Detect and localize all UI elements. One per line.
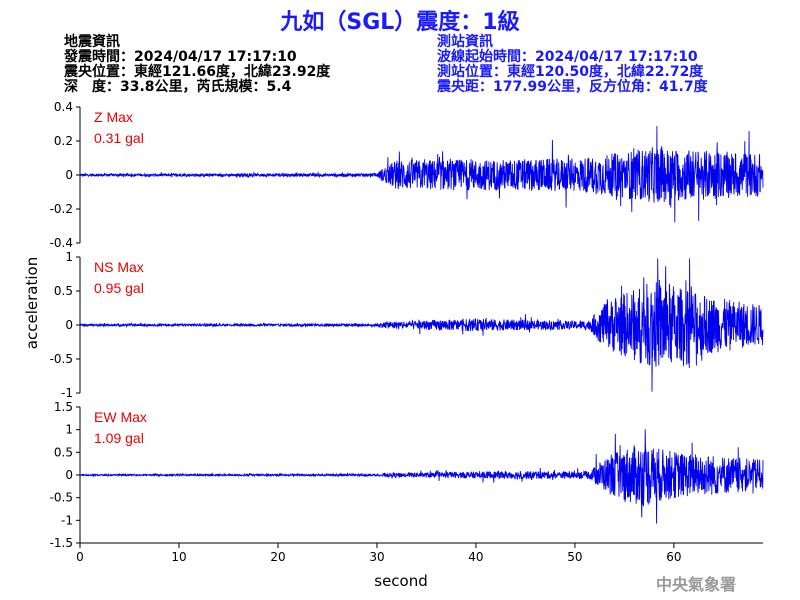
y-tick-label: 1 bbox=[65, 250, 73, 264]
x-tick-label: 40 bbox=[468, 550, 483, 564]
depth-magnitude: 深 度：33.8公里，芮氏規模：5.4 bbox=[64, 79, 292, 95]
station-location: 測站位置：東經120.50度，北緯22.72度 bbox=[437, 64, 704, 80]
y-tick-label: 0.5 bbox=[54, 445, 73, 459]
x-tick-label: 10 bbox=[171, 550, 186, 564]
epicentral-distance: 震央距：177.99公里，反方位角：41.7度 bbox=[437, 79, 708, 95]
max-label-ew: EW Max bbox=[94, 409, 147, 425]
y-tick-label: 0 bbox=[65, 318, 73, 332]
x-tick-label: 30 bbox=[369, 550, 384, 564]
max-label-ns: NS Max bbox=[94, 259, 144, 275]
earthquake-info-heading: 地震資訊 bbox=[64, 34, 120, 50]
trace-ew bbox=[79, 429, 764, 524]
y-tick-label: 1 bbox=[65, 423, 73, 437]
y-tick-label: -0.5 bbox=[50, 352, 73, 366]
y-tick-label: 1.5 bbox=[54, 400, 73, 414]
wave-start-time: 波線起始時間：2024/04/17 17:17:10 bbox=[437, 49, 698, 65]
y-tick-label: -1.5 bbox=[50, 536, 73, 550]
epicenter: 震央位置：東經121.66度，北緯23.92度 bbox=[64, 64, 331, 80]
y-axis-label: acceleration bbox=[23, 257, 41, 349]
y-tick-label: 0.5 bbox=[54, 284, 73, 298]
y-tick-label: 0 bbox=[65, 168, 73, 182]
x-tick-label: 50 bbox=[567, 550, 582, 564]
earthquake-info: 地震資訊 發震時間：2024/04/17 17:17:10 震央位置：東經121… bbox=[64, 35, 330, 95]
trace-ns bbox=[79, 258, 764, 392]
y-tick-label: -1 bbox=[61, 386, 73, 400]
trace-z bbox=[79, 126, 764, 223]
x-tick-label: 60 bbox=[666, 550, 681, 564]
y-tick-label: 0.4 bbox=[54, 100, 73, 114]
max-value-ew: 1.09 gal bbox=[94, 430, 144, 446]
x-tick-label: 20 bbox=[270, 550, 285, 564]
x-axis-label: second bbox=[374, 572, 428, 590]
x-tick-label: 0 bbox=[76, 550, 84, 564]
y-tick-label: 0.2 bbox=[54, 134, 73, 148]
station-info-heading: 測站資訊 bbox=[437, 34, 493, 50]
max-value-ns: 0.95 gal bbox=[94, 280, 144, 296]
y-tick-label: -0.4 bbox=[50, 236, 73, 250]
agency-logo-text: 中央氣象署 bbox=[656, 575, 737, 594]
y-tick-label: -0.5 bbox=[50, 491, 73, 505]
chart-title: 九如（SGL）震度：1級 bbox=[280, 10, 520, 35]
y-tick-label: -0.2 bbox=[50, 202, 73, 216]
station-info: 測站資訊 波線起始時間：2024/04/17 17:17:10 測站位置：東經1… bbox=[437, 35, 708, 95]
y-tick-label: 0 bbox=[65, 468, 73, 482]
max-value-z: 0.31 gal bbox=[94, 130, 144, 146]
y-tick-label: -1 bbox=[61, 513, 73, 527]
origin-time: 發震時間：2024/04/17 17:17:10 bbox=[64, 49, 297, 65]
max-label-z: Z Max bbox=[94, 109, 133, 125]
